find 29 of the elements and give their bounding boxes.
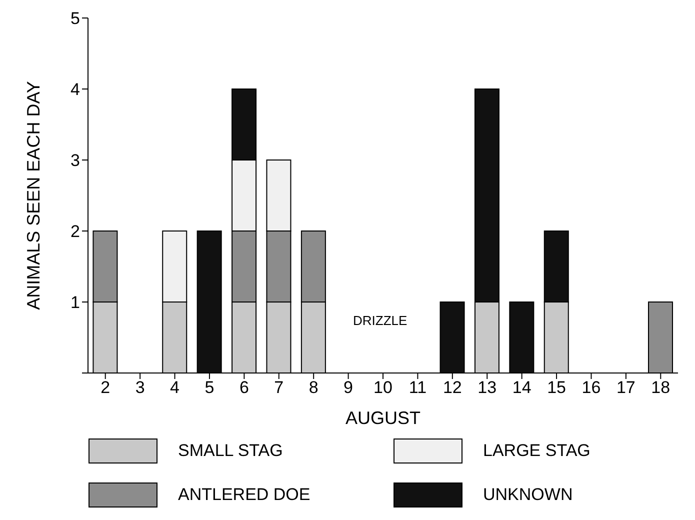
- y-tick-label: 2: [70, 222, 80, 242]
- x-axis-title: AUGUST: [345, 408, 421, 428]
- x-tick-label: 7: [274, 378, 284, 398]
- x-tick-label: 10: [374, 378, 392, 398]
- legend-label: ANTLERED DOE: [178, 485, 310, 505]
- x-tick-label: 18: [651, 378, 670, 398]
- x-tick-label: 15: [547, 378, 566, 398]
- x-tick-label: 8: [308, 378, 318, 398]
- x-tick-label: 2: [100, 378, 110, 398]
- x-tick-label: 13: [478, 378, 497, 398]
- x-tick-label: 11: [408, 378, 427, 398]
- annotation: DRIZZLE: [353, 313, 408, 328]
- x-tick-label: 12: [442, 378, 462, 398]
- x-tick-label: 9: [344, 378, 354, 398]
- legend-label: LARGE STAG: [483, 441, 590, 461]
- legend-label: UNKNOWN: [483, 485, 573, 505]
- y-axis-title: ANIMALS SEEN EACH DAY: [23, 81, 44, 310]
- x-tick-label: 6: [239, 378, 249, 398]
- y-tick-label: 3: [70, 151, 80, 170]
- x-tick-label: 3: [135, 378, 145, 398]
- y-tick-label: 5: [70, 9, 80, 28]
- legend-label: SMALL STAG: [178, 441, 283, 461]
- y-tick-label: 1: [70, 293, 80, 312]
- x-tick-label: 17: [616, 378, 636, 398]
- x-tick-label: 16: [582, 378, 601, 398]
- x-tick-label: 14: [512, 378, 532, 398]
- x-tick-label: 5: [204, 378, 214, 398]
- y-tick-label: 4: [70, 80, 80, 100]
- x-tick-label: 4: [170, 378, 180, 398]
